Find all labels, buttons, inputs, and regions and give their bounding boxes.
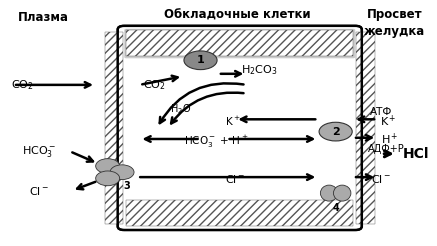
Ellipse shape <box>333 185 351 201</box>
Bar <box>104 32 123 224</box>
Ellipse shape <box>110 165 134 180</box>
Circle shape <box>319 122 352 141</box>
Ellipse shape <box>320 185 338 201</box>
FancyBboxPatch shape <box>126 200 353 226</box>
Text: 1: 1 <box>197 55 205 65</box>
Text: 4: 4 <box>332 203 339 213</box>
Text: H$_2$O: H$_2$O <box>170 103 191 116</box>
Ellipse shape <box>96 159 120 173</box>
FancyBboxPatch shape <box>118 26 362 230</box>
Text: CO$_2$: CO$_2$ <box>143 78 166 92</box>
Text: CO$_2$: CO$_2$ <box>11 78 34 92</box>
Text: Cl$^-$: Cl$^-$ <box>29 185 49 197</box>
Ellipse shape <box>96 171 120 186</box>
Text: K$^+$: K$^+$ <box>225 115 241 128</box>
Text: H$_2$CO$_3$: H$_2$CO$_3$ <box>241 63 277 77</box>
Text: 3: 3 <box>123 181 130 191</box>
Text: Обкладочные клетки: Обкладочные клетки <box>164 8 311 21</box>
Text: АТФ: АТФ <box>370 107 392 117</box>
Text: H$^+$: H$^+$ <box>382 131 399 147</box>
Circle shape <box>184 51 217 70</box>
Text: Cl$^-$: Cl$^-$ <box>371 173 392 185</box>
Text: K$^+$: K$^+$ <box>380 114 396 129</box>
FancyBboxPatch shape <box>124 29 355 58</box>
Text: Плазма: Плазма <box>18 11 69 24</box>
Text: желудка: желудка <box>364 26 425 38</box>
Text: HCl: HCl <box>403 147 430 161</box>
Text: АДФ+Р: АДФ+Р <box>368 144 405 154</box>
Text: HCO$_3^-$: HCO$_3^-$ <box>22 144 56 159</box>
FancyBboxPatch shape <box>126 30 353 56</box>
Text: Просвет: Просвет <box>367 8 422 21</box>
Text: Cl$^-$: Cl$^-$ <box>225 173 246 185</box>
Text: 2: 2 <box>332 127 340 137</box>
Text: HCO$_3^-$ + H$^+$: HCO$_3^-$ + H$^+$ <box>184 133 248 150</box>
Bar <box>356 32 375 224</box>
